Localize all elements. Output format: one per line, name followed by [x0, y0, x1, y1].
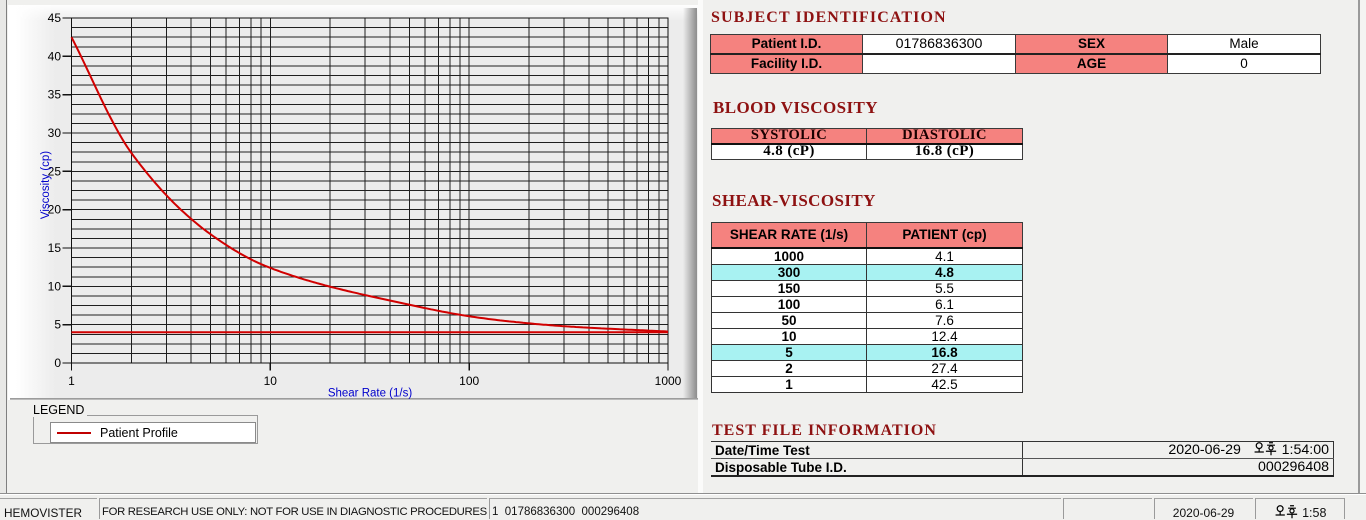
svg-text:100: 100: [459, 374, 479, 388]
svg-text:1: 1: [68, 374, 75, 388]
svg-text:0: 0: [54, 356, 61, 370]
svg-text:1000: 1000: [655, 374, 682, 388]
svg-text:Viscosity (cp): Viscosity (cp): [40, 151, 52, 219]
svg-text:30: 30: [48, 126, 62, 140]
svg-text:45: 45: [48, 11, 62, 25]
svg-text:40: 40: [48, 49, 62, 63]
svg-text:15: 15: [48, 241, 62, 255]
svg-text:10: 10: [48, 279, 62, 293]
svg-text:25: 25: [48, 164, 62, 178]
svg-text:Shear Rate (1/s): Shear Rate (1/s): [328, 388, 413, 400]
svg-text:20: 20: [48, 203, 62, 217]
svg-text:5: 5: [54, 318, 61, 332]
svg-text:35: 35: [48, 88, 62, 102]
svg-text:10: 10: [264, 374, 278, 388]
